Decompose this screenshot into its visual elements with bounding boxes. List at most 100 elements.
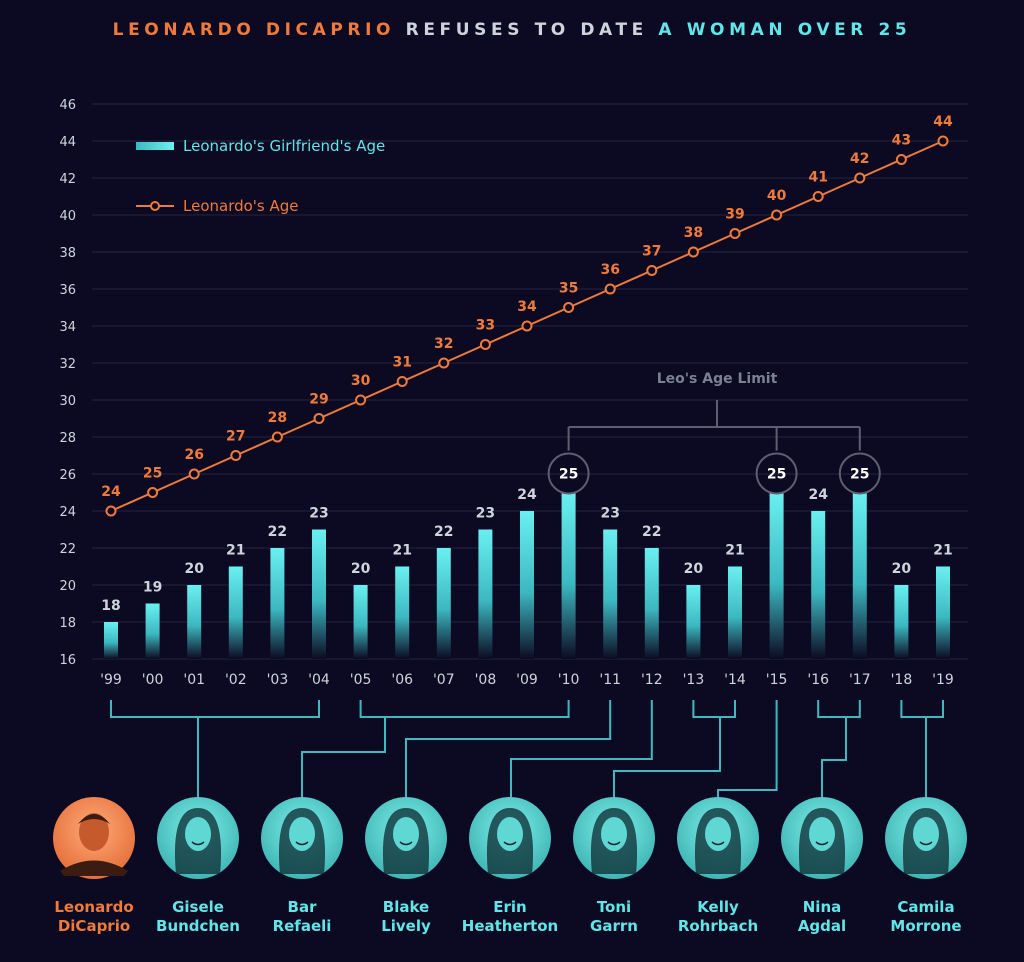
person-connector [405, 700, 612, 797]
leo-age-label: 44 [933, 114, 953, 130]
bar-value-label: 19 [143, 580, 162, 596]
bar-value-label: 23 [600, 506, 619, 522]
range-bracket [900, 700, 944, 718]
person-caption: Blake Lively [351, 898, 461, 936]
portrait-nina-icon [781, 797, 863, 879]
bar [270, 548, 285, 659]
portrait-smile [607, 841, 621, 846]
person-last-name: Garrn [590, 917, 638, 935]
age-limit-label: Leo's Age Limit [657, 371, 778, 387]
y-tick-label: 18 [59, 616, 76, 631]
person-first-name: Nina [802, 898, 842, 916]
y-tick-label: 20 [59, 579, 76, 594]
legend-marker-leo [150, 201, 160, 211]
bar [811, 511, 826, 659]
bar-value-label: 20 [184, 561, 204, 577]
portrait-hair [78, 814, 110, 824]
x-tick-label: '04 [308, 672, 330, 688]
bar [187, 585, 202, 659]
leo-age-label: 36 [600, 262, 619, 278]
person-connector [922, 716, 927, 797]
leo-age-label: 29 [309, 392, 328, 408]
bar [852, 492, 867, 659]
leo-age-point [188, 468, 200, 480]
leo-age-point [313, 413, 325, 424]
person-first-name: Erin [493, 898, 527, 916]
y-tick-label: 28 [59, 431, 76, 446]
bar [104, 622, 118, 659]
limit-circle [838, 452, 881, 495]
y-tick-label: 34 [59, 320, 76, 335]
leo-age-point [646, 265, 658, 276]
x-tick-label: '12 [641, 672, 663, 688]
bar [312, 529, 326, 659]
leo-age-label: 39 [725, 207, 744, 223]
person-last-name: Morrone [890, 917, 962, 935]
portrait-bar-icon [261, 797, 343, 879]
leo-age-label: 33 [476, 318, 495, 334]
y-tick-label: 42 [59, 172, 76, 187]
person-first-name: Gisele [172, 898, 224, 916]
bar [686, 585, 701, 659]
portrait-gisele-icon [157, 797, 239, 879]
limit-circle [547, 452, 590, 495]
y-tick-label: 40 [59, 209, 76, 224]
portrait-smile [295, 841, 309, 846]
leo-age-point [563, 302, 575, 313]
leo-age-label: 24 [101, 484, 121, 500]
person-connector [613, 717, 721, 797]
person-caption: Kelly Rohrbach [663, 898, 773, 936]
portrait-face [79, 813, 109, 851]
leo-age-point [105, 505, 117, 517]
leo-age-point [147, 487, 159, 498]
person-caption: Toni Garrn [559, 898, 669, 936]
leo-age-point [521, 320, 533, 332]
bar [145, 603, 160, 659]
leo-age-point [729, 228, 741, 239]
person-last-name: Refaeli [272, 917, 332, 935]
x-tick-label: '01 [183, 672, 205, 688]
y-tick-label: 24 [59, 505, 76, 520]
bar-value-label: 21 [725, 543, 744, 559]
leo-age-label: 26 [184, 447, 203, 463]
range-bracket [692, 700, 736, 718]
x-tick-label: '02 [225, 672, 247, 688]
title-part-2: REFUSES TO DATE [405, 20, 648, 40]
person-caption: Camila Morrone [871, 898, 981, 936]
leo-age-point [687, 246, 699, 258]
person-connector [510, 700, 653, 797]
person-first-name: Toni [596, 898, 632, 916]
bar-value-label: 18 [101, 598, 120, 614]
leo-age-label: 42 [850, 151, 869, 167]
leo-age-point [479, 339, 491, 350]
bar-value-label: 25 [767, 467, 786, 483]
person-caption: Leonardo DiCaprio [39, 898, 149, 936]
x-tick-label: '07 [433, 672, 455, 688]
bar-value-label: 22 [268, 524, 287, 540]
portrait-blake-icon [365, 797, 447, 879]
bar [644, 548, 659, 659]
bar-value-label: 21 [226, 543, 245, 559]
x-tick-label: '14 [724, 672, 746, 688]
leo-age-point [812, 191, 824, 202]
bar [436, 548, 451, 659]
person-caption: Nina Agdal [767, 898, 877, 936]
bar-value-label: 20 [351, 561, 371, 577]
bar [728, 566, 742, 659]
x-tick-label: '08 [475, 672, 497, 688]
leo-age-label: 35 [559, 281, 578, 297]
leo-age-label: 41 [808, 170, 827, 186]
leo-age-label: 34 [517, 299, 537, 315]
y-tick-label: 26 [59, 468, 76, 483]
x-tick-label: '06 [391, 672, 413, 688]
person-connector [821, 717, 847, 797]
x-tick-label: '15 [766, 672, 788, 688]
bar [936, 566, 950, 659]
y-tick-label: 44 [59, 135, 76, 150]
bar-value-label: 24 [808, 487, 828, 503]
x-tick-label: '16 [807, 672, 829, 688]
bar-value-label: 20 [892, 561, 912, 577]
y-tick-label: 22 [59, 542, 76, 557]
leo-age-point [271, 431, 283, 443]
person-first-name: Leonardo [54, 898, 134, 916]
